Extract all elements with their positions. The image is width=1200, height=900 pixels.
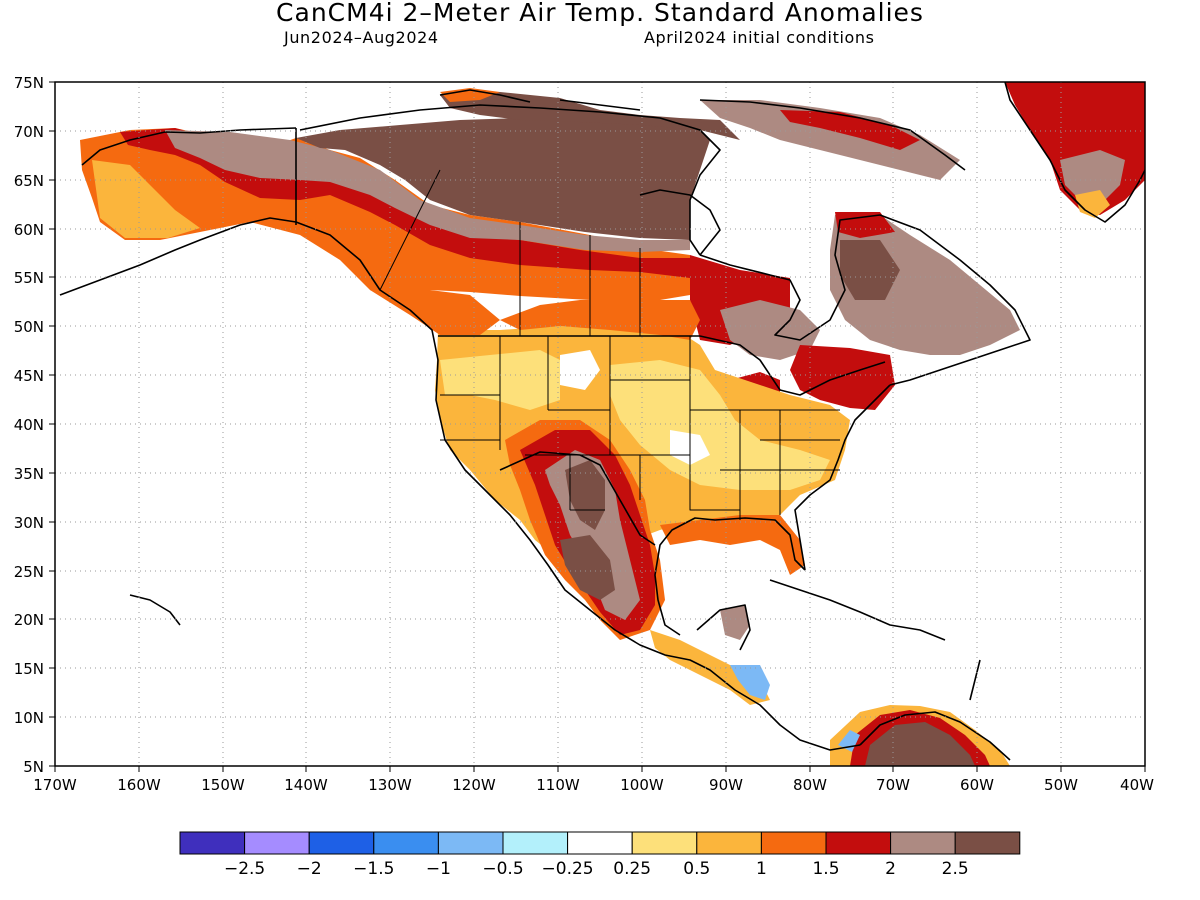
lon-label: 100W	[620, 776, 664, 794]
lat-label: 55N	[14, 269, 44, 287]
lon-label: 70W	[876, 776, 910, 794]
lat-label: 60N	[14, 221, 44, 239]
lat-label: 35N	[14, 465, 44, 483]
lon-label: 60W	[960, 776, 994, 794]
colorbar-label: 2.5	[942, 859, 969, 879]
forecast-period: Jun2024–Aug2024	[284, 28, 439, 47]
colorbar-label: −1.5	[353, 859, 394, 879]
colorbar-swatch	[373, 831, 439, 855]
colorbar-label: 0.5	[683, 859, 710, 879]
lon-label: 130W	[368, 776, 412, 794]
colorbar-swatch	[760, 831, 827, 855]
colorbar-swatch	[567, 831, 633, 855]
colorbar-label: −0.25	[542, 859, 594, 879]
colorbar-swatch	[502, 831, 569, 855]
lon-label: 120W	[452, 776, 496, 794]
lon-label: 140W	[284, 776, 328, 794]
colorbar-label: 1.5	[812, 859, 839, 879]
lon-label: 50W	[1044, 776, 1078, 794]
lat-label: 65N	[14, 172, 44, 190]
lat-label: 5N	[23, 758, 44, 776]
lat-label: 20N	[14, 611, 44, 629]
anomaly-field	[59, 82, 1145, 766]
lat-label: 10N	[14, 709, 44, 727]
lon-label: 90W	[709, 776, 743, 794]
lat-label: 40N	[14, 416, 44, 434]
colorbar-label: −1	[426, 859, 451, 879]
colorbar-label: 1	[756, 859, 767, 879]
colorbar-swatch	[954, 831, 1021, 855]
colorbar-label: 2	[885, 859, 896, 879]
lat-label: 75N	[14, 74, 44, 92]
initial-conditions: April2024 initial conditions	[644, 28, 875, 47]
map-title: CanCM4i 2–Meter Air Temp. Standard Anoma…	[276, 0, 924, 27]
lon-label: 150W	[201, 776, 245, 794]
lon-label: 40W	[1120, 776, 1154, 794]
colorbar-swatch	[437, 831, 504, 855]
lon-label: 80W	[793, 776, 827, 794]
lon-label: 160W	[117, 776, 161, 794]
colorbar-swatch	[631, 831, 698, 855]
lat-label: 15N	[14, 660, 44, 678]
lat-label: 50N	[14, 318, 44, 336]
lon-label: 170W	[33, 776, 77, 794]
colorbar-label: 0.25	[613, 859, 651, 879]
colorbar-swatch	[244, 831, 310, 855]
lat-label: 45N	[14, 367, 44, 385]
lat-label: 30N	[14, 514, 44, 532]
colorbar: −2.5 −2 −1.5 −1 −0.5 −0.25 0.25 0.5 1 1.…	[179, 831, 1021, 879]
colorbar-label: −0.5	[482, 859, 523, 879]
colorbar-label: −2	[297, 859, 322, 879]
lat-label: 70N	[14, 123, 44, 141]
colorbar-swatch	[308, 831, 375, 855]
lat-lon-grid	[55, 82, 1145, 766]
lat-label: 25N	[14, 563, 44, 581]
lon-label: 110W	[536, 776, 580, 794]
colorbar-swatch	[825, 831, 892, 855]
colorbar-swatch	[696, 831, 762, 855]
colorbar-swatch	[179, 831, 246, 855]
colorbar-swatch	[890, 831, 956, 855]
colorbar-label: −2.5	[224, 859, 265, 879]
